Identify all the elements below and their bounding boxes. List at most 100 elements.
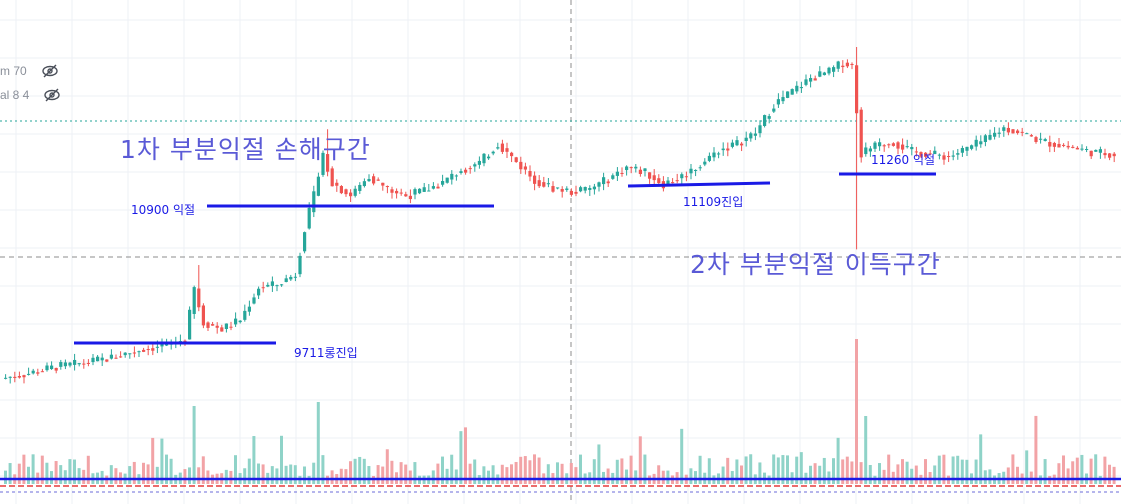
candle-body [551, 186, 555, 192]
candle-body [781, 97, 785, 102]
candle-body [1002, 127, 1006, 131]
candle-body [464, 169, 468, 173]
candle-body [86, 362, 90, 364]
volume-bar [772, 454, 776, 484]
volume-bar [399, 462, 403, 484]
candle-body [749, 133, 753, 139]
candle-body [588, 188, 592, 190]
candle-body [505, 148, 509, 152]
volume-bar [666, 470, 670, 484]
candle-body [822, 72, 826, 76]
candle-body [615, 171, 619, 176]
candle-body [574, 191, 578, 194]
candle-body [1006, 127, 1010, 133]
candle-body [763, 115, 767, 126]
candle-body [160, 343, 164, 347]
volume-bar [620, 458, 624, 484]
volume-bar [569, 462, 573, 484]
volume-bar [312, 462, 316, 484]
volume-bar [50, 471, 53, 484]
candle-body [431, 186, 435, 189]
candle-body [606, 181, 610, 184]
candle-body [983, 135, 987, 142]
candle-body [1048, 141, 1052, 147]
volume-bar [293, 465, 297, 484]
candle-body [4, 377, 8, 379]
candle-body [1071, 146, 1075, 148]
candle-body [132, 352, 136, 354]
candle-body [579, 187, 583, 192]
volume-bar [979, 434, 983, 484]
candle-body [229, 326, 233, 328]
volume-bar [270, 466, 274, 484]
volume-bar [523, 456, 527, 484]
volume-bar [464, 427, 467, 484]
candle-body [1094, 149, 1098, 152]
candle-body [919, 152, 923, 157]
volume-bar [77, 468, 81, 484]
volume-bar [638, 436, 642, 484]
volume-bar [832, 458, 835, 484]
candle-body [238, 320, 242, 323]
volume-bar [224, 469, 228, 484]
candle-body [836, 61, 840, 69]
volume-bar [1080, 454, 1084, 484]
candle-body [638, 169, 642, 175]
candle-body [344, 189, 348, 195]
eye-off-icon[interactable] [41, 64, 59, 78]
eye-off-icon[interactable] [43, 88, 61, 102]
volume-bar [1108, 464, 1111, 484]
candle-body [937, 154, 941, 156]
candle-body [528, 171, 532, 177]
candle-body [142, 349, 146, 352]
candle-body [896, 142, 900, 149]
candle-body [114, 357, 118, 359]
candle-body [878, 142, 882, 147]
candle-body [740, 143, 744, 146]
volume-bar [289, 464, 293, 484]
volume-bar [592, 459, 596, 484]
candle-body [694, 169, 698, 171]
candle-body [321, 152, 325, 175]
volume-bar [887, 454, 891, 484]
candle-body [956, 153, 960, 155]
volume-bar [721, 466, 725, 484]
volume-bar [436, 463, 440, 484]
candle-body [293, 276, 297, 278]
candle-body [275, 285, 279, 287]
candle-body [326, 154, 330, 172]
candle-body [910, 147, 914, 150]
volume-bar [533, 454, 536, 484]
candle-body [128, 353, 132, 355]
candle-body [556, 187, 560, 189]
annotation-lines [74, 172, 936, 345]
candle-body [59, 362, 63, 367]
candle-body [100, 357, 104, 361]
candle-body [997, 132, 1001, 134]
volume-bar [284, 465, 288, 484]
volume-bar [482, 466, 486, 484]
volume-bar [914, 465, 918, 484]
volume-bar [132, 461, 136, 484]
volume-bar [151, 437, 155, 484]
volume-bar [735, 459, 739, 484]
candle-body [947, 156, 951, 158]
volume-bar [431, 470, 435, 484]
volume-bar [744, 456, 748, 484]
volume-bar [54, 461, 58, 484]
volume-bar [362, 458, 366, 484]
bottom-indicator-lines [0, 477, 1121, 493]
candle-body [698, 167, 702, 169]
candle-body [726, 148, 730, 151]
annotation-entry-2: 11109진입 [683, 195, 744, 209]
candle-body [772, 108, 776, 112]
volume-bar [128, 466, 132, 484]
volume-bar [776, 457, 780, 484]
candle-body [652, 175, 656, 181]
legend-label-1: m 70 [0, 64, 27, 78]
candle-body [307, 207, 311, 229]
candle-body [73, 359, 77, 365]
candle-body [988, 134, 992, 140]
volume-bar [86, 455, 90, 484]
